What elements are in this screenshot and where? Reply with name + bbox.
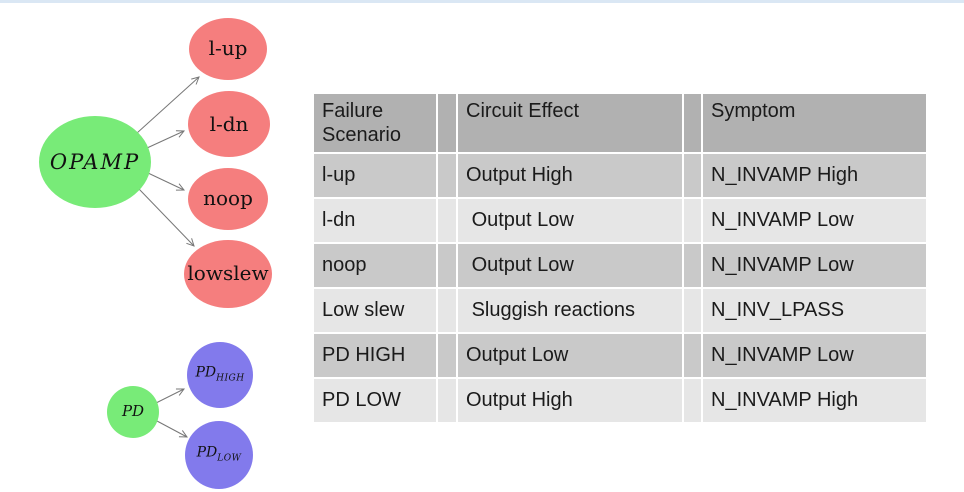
cell-spacer — [438, 199, 456, 242]
noop-node-shape — [188, 168, 268, 230]
opamp-node-label: OPAMP — [49, 150, 141, 174]
cell-spacer — [684, 154, 701, 197]
pdhigh-base: PD — [195, 364, 217, 381]
noop-node-label: noop — [203, 186, 253, 210]
cell-spacer — [438, 154, 456, 197]
cell-effect: Output Low — [458, 334, 682, 377]
cell-scenario: l-up — [314, 154, 436, 197]
cell-effect: Output Low — [458, 199, 682, 242]
lowslew-node-label: lowslew — [187, 261, 269, 285]
cell-symptom: N_INVAMP High — [703, 154, 926, 197]
pdhigh-subscript: HIGH — [216, 373, 245, 384]
cell-effect: Output High — [458, 154, 682, 197]
opamp-node-shape — [39, 116, 151, 208]
header-spacer-2 — [684, 94, 701, 152]
pdlow-subscript: LOW — [217, 453, 242, 464]
pd-node-shape — [107, 386, 159, 438]
cell-effect: Output Low — [458, 244, 682, 287]
ldn-node-label: l-dn — [209, 112, 249, 136]
fault-tree-diagram — [39, 18, 272, 489]
lup-node-label: l-up — [208, 36, 248, 60]
cell-symptom: N_INVAMP Low — [703, 199, 926, 242]
pd-node-label: PD — [121, 402, 145, 420]
cell-spacer — [438, 289, 456, 332]
pdhigh-node-label: PDHIGH — [195, 365, 244, 384]
cell-spacer — [438, 334, 456, 377]
cell-spacer — [684, 244, 701, 287]
cell-spacer — [684, 289, 701, 332]
cell-symptom: N_INV_LPASS — [703, 289, 926, 332]
top-divider-line — [0, 0, 964, 3]
header-circuit-effect: Circuit Effect — [458, 94, 682, 152]
failure-scenario-table: Failure Scenario Circuit Effect Symptom … — [314, 94, 926, 422]
opamp-arrows — [136, 76, 200, 247]
pdlow-node-label: PDLOW — [197, 445, 242, 464]
pd-arrows — [155, 388, 188, 438]
ldn-node-shape — [188, 91, 270, 157]
cell-spacer — [684, 379, 701, 422]
cell-symptom: N_INVAMP Low — [703, 244, 926, 287]
cell-scenario: l-dn — [314, 199, 436, 242]
lowslew-node-shape — [184, 240, 272, 308]
cell-scenario: PD HIGH — [314, 334, 436, 377]
header-symptom: Symptom — [703, 94, 926, 152]
pdlow-node-shape — [185, 421, 253, 489]
cell-spacer — [684, 334, 701, 377]
pdhigh-node-shape — [187, 342, 253, 408]
cell-effect: Output High — [458, 379, 682, 422]
cell-scenario: Low slew — [314, 289, 436, 332]
cell-spacer — [438, 244, 456, 287]
lup-node-shape — [189, 18, 267, 80]
cell-symptom: N_INVAMP High — [703, 379, 926, 422]
pdlow-base: PD — [196, 444, 218, 461]
header-failure-scenario: Failure Scenario — [314, 94, 436, 152]
cell-spacer — [438, 379, 456, 422]
cell-effect: Sluggish reactions — [458, 289, 682, 332]
cell-symptom: N_INVAMP Low — [703, 334, 926, 377]
header-spacer-1 — [438, 94, 456, 152]
cell-scenario: PD LOW — [314, 379, 436, 422]
cell-scenario: noop — [314, 244, 436, 287]
cell-spacer — [684, 199, 701, 242]
